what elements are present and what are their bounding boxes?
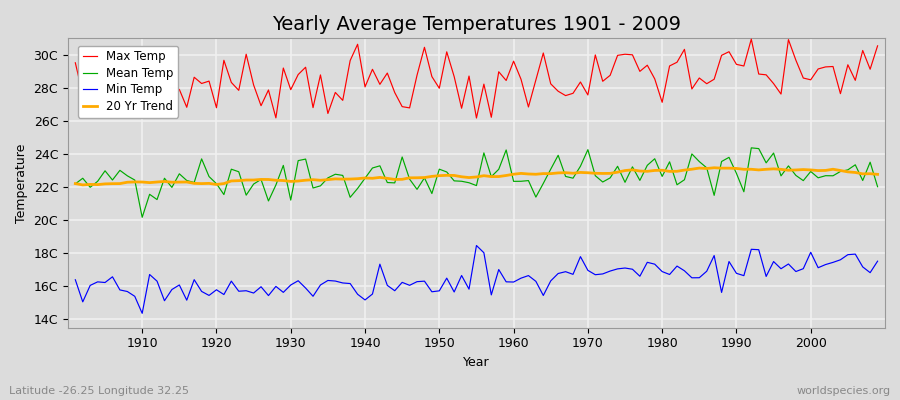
Mean Temp xyxy=(605,176,616,180)
Max Temp xyxy=(70,60,81,65)
Max Temp xyxy=(872,44,883,48)
Mean Temp xyxy=(345,195,356,200)
Max Temp xyxy=(746,37,757,42)
Max Temp xyxy=(605,73,616,78)
20 Yr Trend xyxy=(709,165,720,170)
X-axis label: Year: Year xyxy=(464,356,490,369)
Min Temp xyxy=(70,277,81,282)
Line: Min Temp: Min Temp xyxy=(76,246,878,313)
Max Temp xyxy=(516,77,526,82)
Mean Temp xyxy=(872,184,883,189)
Min Temp xyxy=(471,243,482,248)
Mean Temp xyxy=(746,146,757,150)
20 Yr Trend xyxy=(345,177,356,182)
Y-axis label: Temperature: Temperature xyxy=(15,143,28,223)
Mean Temp xyxy=(137,215,148,220)
Max Temp xyxy=(292,72,303,77)
Text: worldspecies.org: worldspecies.org xyxy=(796,386,891,396)
Line: Mean Temp: Mean Temp xyxy=(76,148,878,217)
Mean Temp xyxy=(70,182,81,186)
Title: Yearly Average Temperatures 1901 - 2009: Yearly Average Temperatures 1901 - 2009 xyxy=(272,15,681,34)
Min Temp xyxy=(523,273,534,278)
20 Yr Trend xyxy=(605,171,616,176)
Min Temp xyxy=(612,266,623,271)
Max Temp xyxy=(130,82,140,87)
Line: 20 Yr Trend: 20 Yr Trend xyxy=(76,168,878,185)
Mean Temp xyxy=(130,178,140,182)
Min Temp xyxy=(301,286,311,290)
Mean Temp xyxy=(508,179,519,184)
Min Temp xyxy=(516,276,526,280)
20 Yr Trend xyxy=(70,181,81,186)
20 Yr Trend xyxy=(516,171,526,176)
Min Temp xyxy=(345,281,356,286)
20 Yr Trend xyxy=(77,182,88,187)
Line: Max Temp: Max Temp xyxy=(76,39,878,118)
Legend: Max Temp, Mean Temp, Min Temp, 20 Yr Trend: Max Temp, Mean Temp, Min Temp, 20 Yr Tre… xyxy=(78,46,178,118)
20 Yr Trend xyxy=(301,178,311,183)
Min Temp xyxy=(872,259,883,264)
Max Temp xyxy=(338,98,348,103)
Min Temp xyxy=(130,294,140,299)
20 Yr Trend xyxy=(137,180,148,184)
20 Yr Trend xyxy=(872,172,883,177)
Mean Temp xyxy=(301,157,311,162)
Text: Latitude -26.25 Longitude 32.25: Latitude -26.25 Longitude 32.25 xyxy=(9,386,189,396)
Max Temp xyxy=(471,116,482,120)
20 Yr Trend xyxy=(508,172,519,177)
Max Temp xyxy=(508,59,519,64)
Min Temp xyxy=(137,311,148,316)
Mean Temp xyxy=(516,179,526,184)
